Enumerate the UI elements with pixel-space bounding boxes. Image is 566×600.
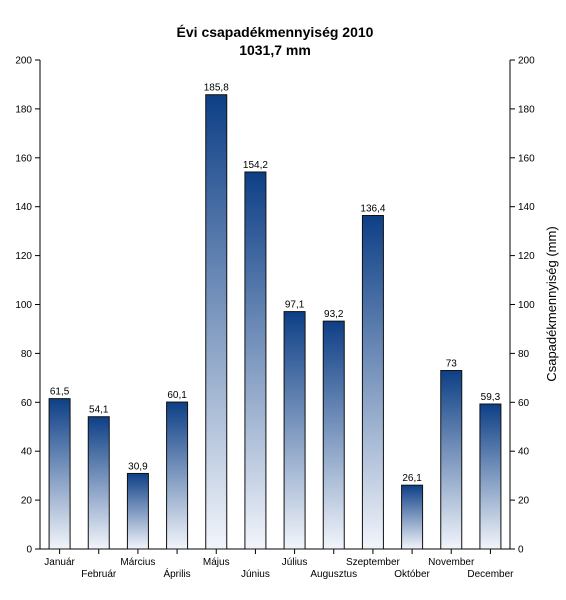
- right-tick-label: 40: [518, 447, 530, 458]
- bar: [401, 484, 424, 550]
- value-label: 93,2: [324, 309, 344, 320]
- left-tick-label: 180: [15, 104, 32, 115]
- right-tick-label: 60: [518, 398, 530, 409]
- left-tick-label: 200: [15, 56, 32, 67]
- category-label: Augusztus: [310, 569, 357, 580]
- right-tick-label: 160: [518, 153, 535, 164]
- left-tick-label: 60: [21, 398, 33, 409]
- category-label: Október: [394, 569, 430, 580]
- bar: [48, 398, 71, 550]
- bar: [126, 472, 149, 550]
- category-label: Március: [120, 557, 155, 568]
- value-label: 54,1: [89, 405, 109, 416]
- right-tick-label: 180: [518, 104, 535, 115]
- category-label: Február: [81, 569, 117, 580]
- value-label: 73: [446, 359, 458, 370]
- right-tick-label: 200: [518, 56, 535, 67]
- left-tick-label: 20: [21, 496, 33, 507]
- right-tick-label: 80: [518, 349, 530, 360]
- bar: [361, 215, 384, 550]
- right-tick-label: 0: [518, 545, 524, 556]
- left-tick-label: 160: [15, 153, 32, 164]
- bar: [479, 403, 502, 550]
- y-axis-label: Csapadékmennyiség (mm): [544, 226, 559, 381]
- category-label: December: [467, 569, 514, 580]
- right-tick-label: 120: [518, 251, 535, 262]
- left-tick-label: 0: [26, 545, 32, 556]
- right-tick-label: 140: [518, 202, 535, 213]
- left-tick-label: 120: [15, 251, 32, 262]
- value-label: 60,1: [167, 390, 187, 401]
- bar: [322, 320, 345, 550]
- right-tick-label: 20: [518, 496, 530, 507]
- category-label: Június: [241, 569, 270, 580]
- category-label: Szeptember: [346, 557, 401, 568]
- right-tick-label: 100: [518, 300, 535, 311]
- value-label: 61,5: [50, 387, 70, 398]
- left-tick-label: 100: [15, 300, 32, 311]
- value-label: 30,9: [128, 461, 148, 472]
- bar: [205, 94, 228, 550]
- bars: 61,5 54,1 30,9 60,1 185,8 154,2 97,1 93,2 136,4 2…: [48, 83, 502, 550]
- bar: [87, 416, 110, 550]
- category-label: Május: [203, 557, 230, 568]
- value-label: 154,2: [243, 160, 268, 171]
- value-label: 97,1: [285, 300, 305, 311]
- category-label: Április: [163, 567, 190, 580]
- left-tick-label: 40: [21, 447, 33, 458]
- left-tick-label: 80: [21, 349, 33, 360]
- value-label: 185,8: [204, 83, 229, 94]
- bar: [283, 311, 306, 550]
- category-label: November: [428, 557, 475, 568]
- value-label: 26,1: [402, 473, 422, 484]
- chart-subtitle: 1031,7 mm: [239, 42, 311, 58]
- bar: [166, 401, 189, 550]
- category-label: Július: [282, 557, 308, 568]
- bar: [244, 171, 267, 550]
- chart-title: Évi csapadékmennyiség 2010: [177, 24, 374, 40]
- value-label: 59,3: [481, 392, 501, 403]
- bar: [440, 370, 463, 550]
- axes: 0 0 20 20 40 40 60 60 80 80 100 100 120 120 140 140 160 1…: [15, 56, 535, 581]
- left-tick-label: 140: [15, 202, 32, 213]
- value-label: 136,4: [360, 204, 385, 215]
- category-label: Január: [44, 557, 75, 568]
